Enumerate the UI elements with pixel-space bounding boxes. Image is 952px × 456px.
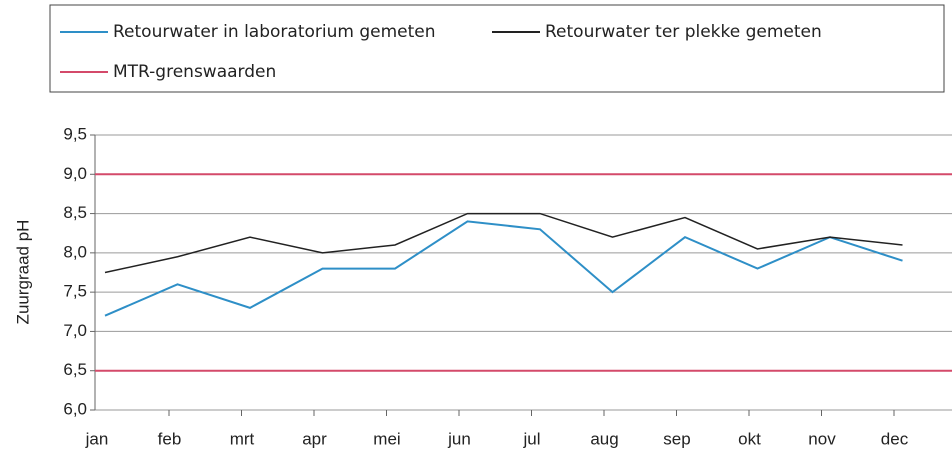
legend-label: Retourwater in laboratorium gemeten [113,22,436,42]
y-tick-label: 9,5 [63,124,87,143]
legend-label: Retourwater ter plekke gemeten [545,22,822,42]
y-tick-label: 6,5 [63,360,87,379]
x-tick-label: jan [85,429,109,448]
x-tick-label: jul [522,429,540,448]
y-tick-label: 7,5 [63,282,87,301]
y-axis-label: Zuurgraad pH [13,220,32,325]
y-tick-label: 6,0 [63,399,87,418]
y-tick-label: 9,0 [63,164,87,183]
y-tick-label: 7,0 [63,321,87,340]
data-line [104,220,903,317]
x-tick-label: feb [158,429,182,448]
x-tick-label: jun [447,429,471,448]
x-tick-label: mei [373,429,400,448]
y-tick-label: 8,0 [63,242,87,261]
legend-label: MTR-grenswaarden [113,62,276,82]
x-tick-label: nov [808,429,836,448]
x-tick-label: dec [881,429,909,448]
data-line [104,212,903,274]
x-tick-label: aug [590,429,618,448]
x-tick-label: sep [663,429,690,448]
legend-box [49,4,945,93]
x-tick-label: mrt [230,429,255,448]
y-tick-label: 8,5 [63,203,87,222]
x-tick-label: okt [738,429,761,448]
x-tick-label: apr [302,429,327,448]
